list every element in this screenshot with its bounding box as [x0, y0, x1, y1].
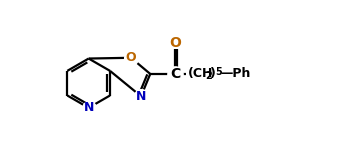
- Text: N: N: [83, 101, 94, 114]
- Text: ): ): [209, 67, 215, 80]
- Text: C: C: [170, 67, 180, 81]
- Text: N: N: [136, 90, 146, 103]
- Text: (CH: (CH: [188, 67, 213, 80]
- Text: 5: 5: [215, 67, 222, 77]
- Text: O: O: [169, 36, 181, 50]
- Text: 2: 2: [206, 71, 213, 81]
- Text: —Ph: —Ph: [220, 67, 251, 80]
- Text: O: O: [126, 51, 136, 64]
